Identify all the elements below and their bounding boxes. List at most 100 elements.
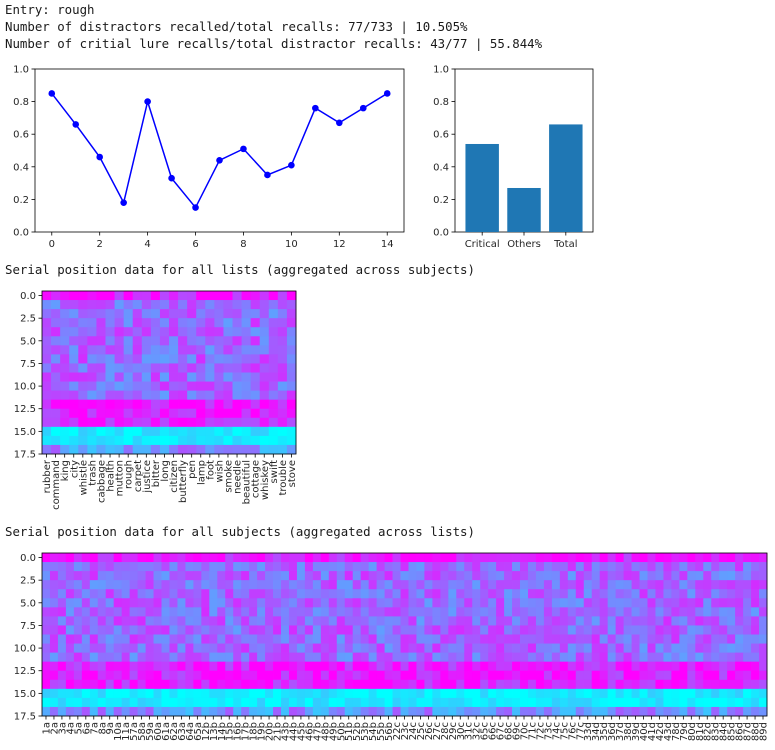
heatmap-cell — [121, 661, 131, 672]
heatmap-cell — [472, 553, 481, 563]
heatmap-cell — [312, 670, 322, 681]
heatmap-cell — [384, 661, 393, 672]
heatmap-cell — [687, 688, 696, 699]
heatmap-cell — [480, 697, 489, 708]
heatmap-cell — [223, 408, 233, 419]
heatmap-cell — [288, 670, 298, 681]
heatmap-cell — [137, 688, 146, 699]
heatmap-cell — [639, 643, 648, 654]
heatmap-cell — [217, 679, 226, 690]
heatmap-cell — [695, 625, 704, 635]
heatmap-cell — [368, 634, 378, 644]
heatmap-cell — [663, 553, 672, 563]
heatmap-cell — [250, 381, 261, 392]
heatmap-cell — [344, 562, 354, 572]
heatmap-cell — [376, 670, 385, 681]
heatmap-cell — [535, 625, 545, 635]
heatmap-cell — [185, 562, 194, 572]
heatmap-cell — [57, 634, 67, 644]
heatmap-cell — [567, 562, 577, 572]
heatmap-cell — [695, 652, 704, 663]
heatmap-cell — [81, 652, 91, 663]
heatmap-cell — [137, 643, 146, 654]
heatmap-cell — [89, 679, 99, 690]
heatmap-cell — [150, 300, 161, 310]
heatmap-cell — [193, 571, 202, 581]
x-tick-label: 6 — [192, 239, 198, 250]
heatmap-cell — [352, 661, 362, 672]
heatmap-cell — [472, 706, 481, 717]
heatmap-cell — [400, 553, 409, 563]
heatmap-cell — [655, 697, 664, 708]
heatmap-cell — [223, 354, 233, 364]
heatmap-cell — [520, 661, 529, 672]
heatmap-cell — [559, 607, 569, 617]
heatmap-cell — [543, 598, 553, 608]
heatmap-cell — [719, 571, 728, 581]
heatmap-cell — [520, 553, 529, 563]
heatmap-cell — [209, 571, 218, 581]
heatmap-cell — [496, 643, 505, 654]
heatmap-cell — [344, 697, 354, 708]
heatmap-cell — [161, 589, 170, 599]
heatmap-cell — [392, 670, 401, 681]
x-tick-label: Others — [507, 239, 541, 250]
heatmap-cell — [78, 381, 88, 392]
heatmap-cell — [559, 679, 569, 690]
heatmap-cell — [695, 706, 704, 717]
heatmap-cell — [273, 589, 282, 599]
heatmap-cell — [123, 408, 134, 419]
heatmap-cell — [209, 553, 218, 563]
heatmap-cell — [257, 580, 266, 590]
heatmap-cell — [257, 616, 266, 626]
heatmap-cell — [663, 598, 672, 608]
heatmap-cell — [400, 643, 409, 654]
x-tick-label: 39d — [631, 722, 642, 741]
heatmap-cell — [105, 670, 115, 681]
heatmap-cell — [607, 643, 617, 654]
heatmap-cell — [65, 661, 75, 672]
heatmap-cell — [161, 634, 170, 644]
heatmap-cell — [687, 598, 696, 608]
heatmap-cell — [456, 625, 465, 635]
heatmap-cell — [535, 580, 545, 590]
heatmap-cell — [96, 372, 106, 382]
x-tick-label: 48b — [320, 722, 331, 741]
heatmap-cell — [49, 706, 59, 717]
heatmap-cell — [89, 661, 99, 672]
heatmap-cell — [504, 553, 513, 563]
y-tick-label: 7.5 — [20, 621, 36, 632]
heatmap-cell — [392, 697, 401, 708]
x-tick-label: 19b — [257, 722, 268, 741]
x-tick-label: 14 — [381, 239, 394, 250]
y-tick-label: 2.5 — [20, 576, 36, 587]
heatmap-cell — [448, 553, 457, 563]
heatmap-cell — [288, 688, 298, 699]
heatmap-cell — [328, 661, 338, 672]
heatmap-cell — [105, 300, 115, 310]
heatmap-cell — [368, 688, 378, 699]
heatmap-cell — [440, 571, 449, 581]
heatmap-cell — [268, 426, 279, 437]
heatmap-cell — [440, 697, 449, 708]
heatmap-cell — [623, 616, 632, 626]
heatmap-cell — [647, 607, 656, 617]
heatmap-cell — [259, 309, 270, 319]
x-tick-label: 46b — [304, 722, 315, 741]
heatmap-cell — [711, 589, 720, 599]
heatmap-cell — [432, 571, 441, 581]
heatmap-cell — [201, 598, 210, 608]
heatmap-cell — [312, 652, 322, 663]
heatmap-cell — [249, 571, 258, 581]
heatmap-cell — [424, 643, 433, 654]
heatmap-cell — [400, 598, 409, 608]
heatmap-cell — [432, 634, 441, 644]
data-point — [359, 104, 367, 112]
heatmap-cell — [185, 589, 194, 599]
heatmap-cell — [464, 706, 473, 717]
heatmap-cell — [129, 616, 139, 626]
heatmap-cell — [727, 706, 736, 717]
heatmap-cell — [543, 706, 553, 717]
heatmap-cell — [464, 562, 473, 572]
